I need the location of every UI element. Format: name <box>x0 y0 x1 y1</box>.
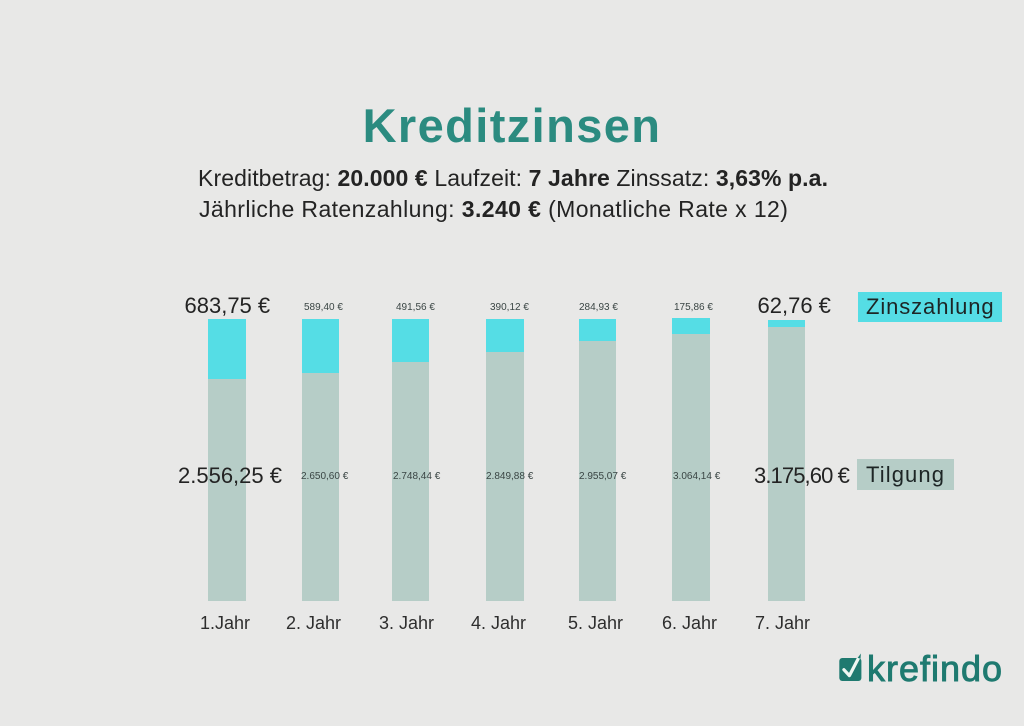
svg-text:krefindo: krefindo <box>867 648 1003 689</box>
